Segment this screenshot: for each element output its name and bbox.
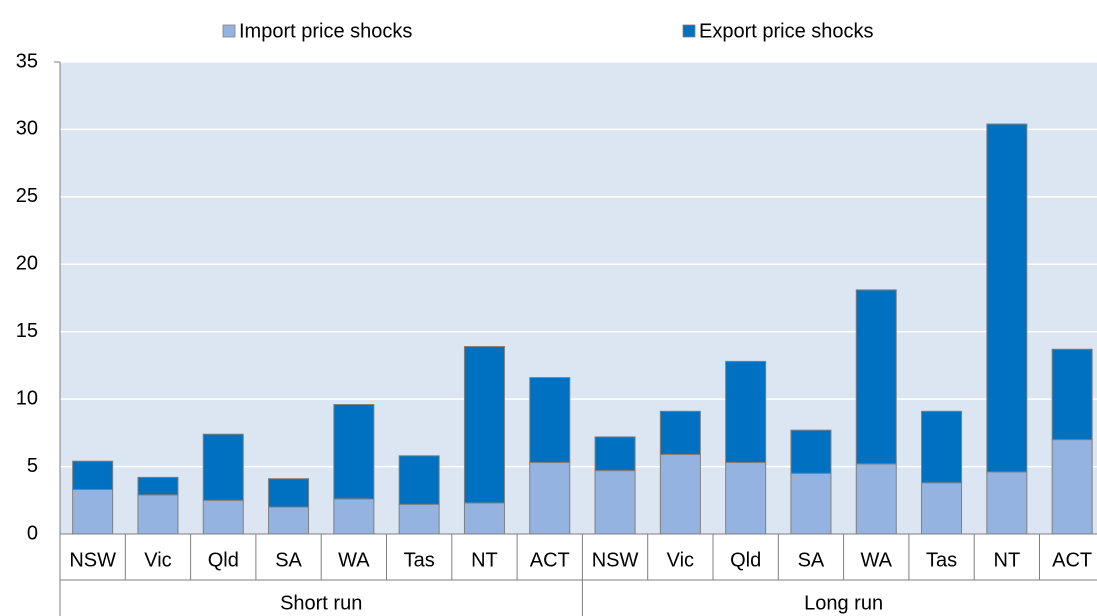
- x-tick-label: NT: [994, 549, 1021, 571]
- bar-segment: [855, 289, 897, 465]
- x-tick-label: WA: [861, 549, 893, 571]
- x-tick-label: ACT: [1052, 549, 1092, 571]
- y-tick-label: 30: [16, 118, 38, 140]
- group-label: Short run: [280, 592, 362, 614]
- bar-segment: [137, 476, 179, 496]
- bar-segment: [463, 346, 505, 504]
- x-tick-label: Qld: [730, 549, 761, 571]
- bar-segment: [463, 502, 505, 535]
- bar-segment: [986, 123, 1028, 473]
- bar-segment: [790, 472, 832, 535]
- legend-swatch: [222, 24, 236, 38]
- x-tick-label: SA: [798, 549, 825, 571]
- bar-segment: [659, 453, 701, 535]
- x-tick-label: NSW: [592, 549, 639, 571]
- legend-label: Import price shocks: [239, 20, 412, 42]
- y-tick-label: 10: [16, 387, 38, 409]
- bar-segment: [529, 462, 571, 535]
- bar-segment: [594, 470, 636, 535]
- bar-segment: [398, 503, 440, 535]
- bar-segment: [202, 499, 244, 535]
- y-tick-label: 35: [16, 50, 38, 72]
- group-label: Long run: [804, 592, 883, 614]
- y-tick-label: 15: [16, 320, 38, 342]
- legend-swatch: [682, 24, 696, 38]
- bar-segment: [921, 482, 963, 535]
- bar-segment: [333, 404, 375, 500]
- bar-segment: [725, 462, 767, 535]
- legend-label: Export price shocks: [699, 20, 874, 42]
- bar-segment: [333, 498, 375, 535]
- bar-segment: [659, 410, 701, 455]
- bar-segment: [137, 494, 179, 535]
- bar-segment: [398, 455, 440, 505]
- bar-segment: [986, 471, 1028, 535]
- y-tick-label: 0: [27, 522, 38, 544]
- bar-segment: [921, 410, 963, 484]
- y-tick-label: 25: [16, 185, 38, 207]
- bar-segment: [1051, 348, 1093, 441]
- bar-segment: [72, 488, 114, 535]
- x-tick-label: NT: [471, 549, 498, 571]
- x-tick-label: Tas: [926, 549, 957, 571]
- x-tick-label: ACT: [530, 549, 570, 571]
- bar-segment: [594, 436, 636, 472]
- bar-segment: [72, 460, 114, 490]
- x-tick-label: NSW: [69, 549, 116, 571]
- x-tick-label: Qld: [208, 549, 239, 571]
- bar-segment: [855, 463, 897, 535]
- x-tick-label: SA: [275, 549, 302, 571]
- bar-segment: [725, 360, 767, 464]
- bar-segment: [268, 478, 310, 508]
- bar-segment: [790, 429, 832, 474]
- bar-segment: [202, 433, 244, 501]
- x-tick-label: Vic: [667, 549, 694, 571]
- bar-segment: [1051, 439, 1093, 535]
- y-tick-label: 5: [27, 455, 38, 477]
- x-tick-label: WA: [338, 549, 370, 571]
- x-tick-label: Tas: [404, 549, 435, 571]
- y-tick-label: 20: [16, 253, 38, 275]
- bar-segment: [529, 377, 571, 464]
- x-tick-label: Vic: [144, 549, 171, 571]
- bar-segment: [268, 506, 310, 535]
